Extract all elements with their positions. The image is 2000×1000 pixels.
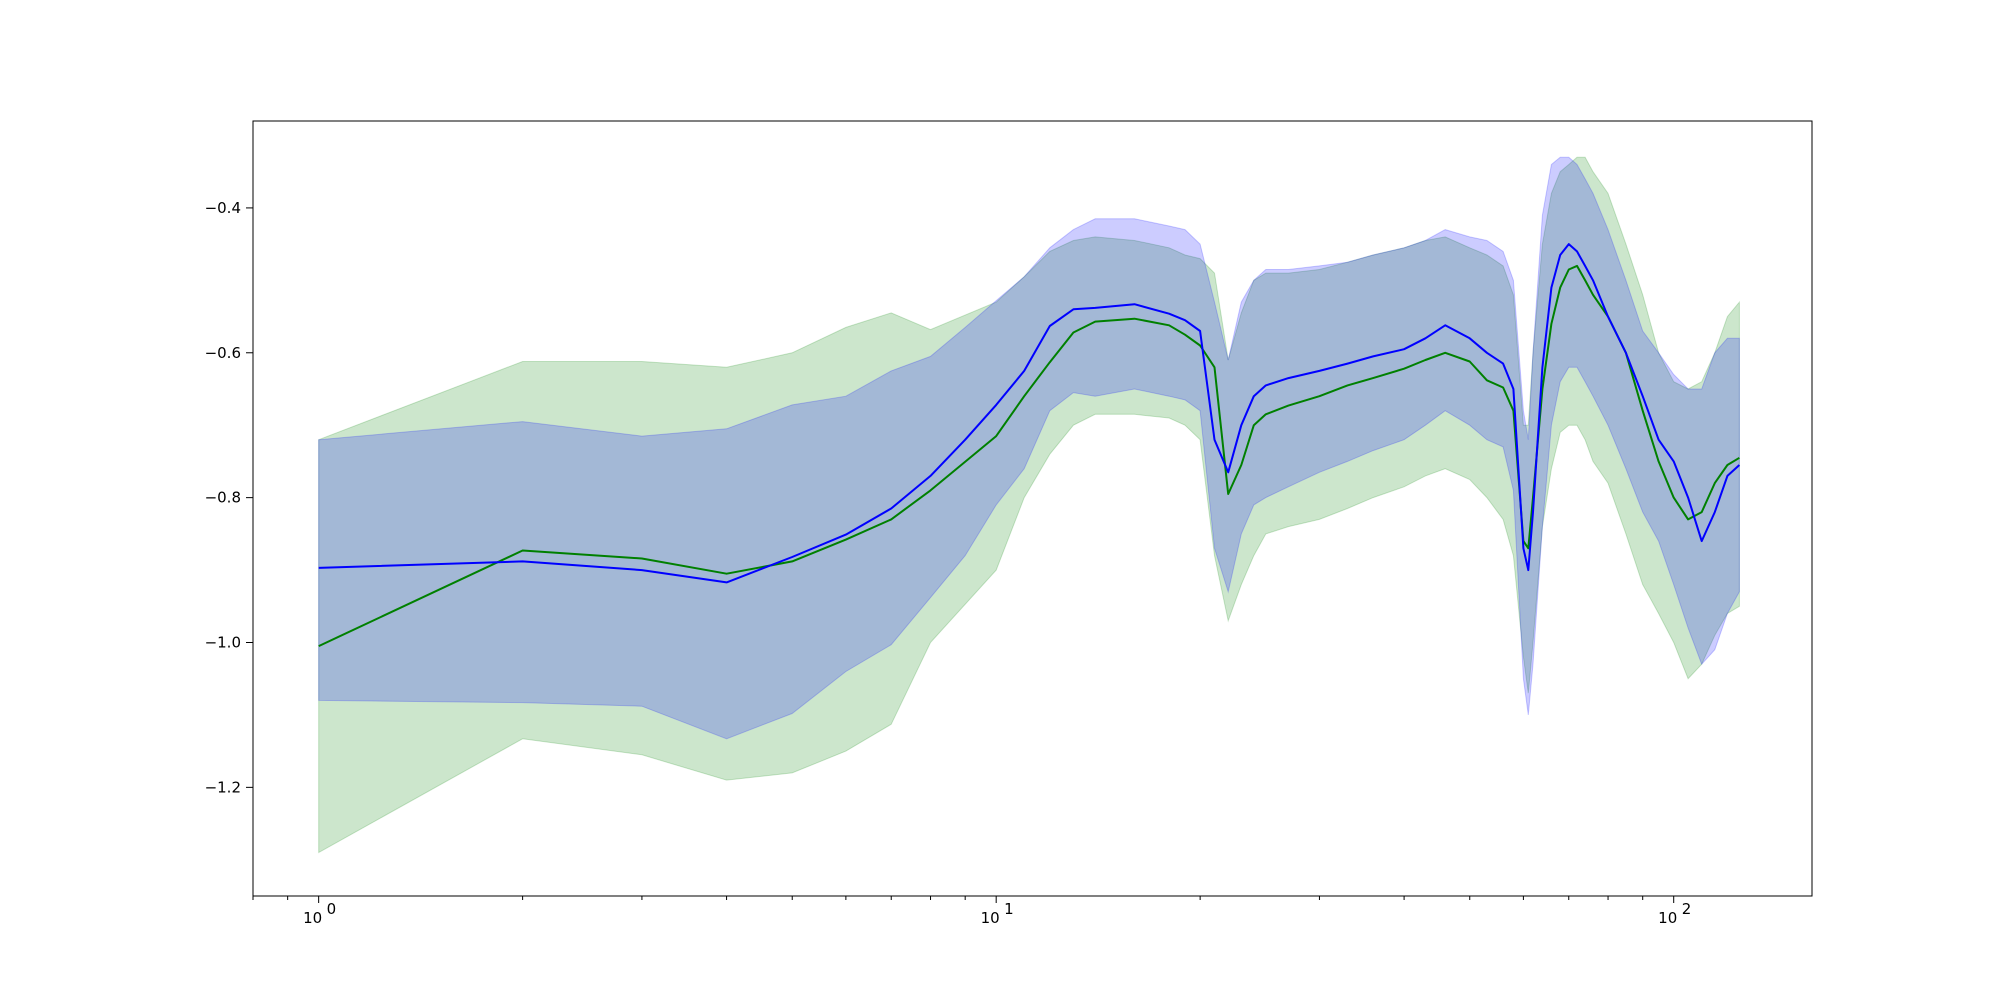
- y-tick-label-0: −1.2: [205, 778, 241, 796]
- series-1-line: [318, 243, 1741, 584]
- x-tick-exponent-2: 2: [1682, 900, 1692, 918]
- plot-area: [318, 156, 1741, 854]
- x-tick-label-1: 10: [981, 909, 1000, 927]
- x-tick-label-2: 10: [1658, 909, 1677, 927]
- y-tick-label-4: −0.4: [205, 199, 241, 217]
- plot-frame: [252, 120, 1813, 897]
- x-tick-label-0: 10: [303, 909, 322, 927]
- y-tick-label-1: −1.0: [205, 633, 241, 651]
- y-tick-label-2: −0.8: [205, 489, 241, 507]
- x-tick-exponent-1: 1: [1004, 900, 1014, 918]
- x-tick-exponent-0: 0: [327, 900, 337, 918]
- axes: 10 0 10 1 10 2−1.2−1.0−0.8−0.6−0.4: [205, 120, 1813, 927]
- y-tick-label-3: −0.6: [205, 344, 241, 362]
- series-1-confidence-band: [318, 156, 1740, 740]
- series-0-confidence-band: [318, 156, 1740, 854]
